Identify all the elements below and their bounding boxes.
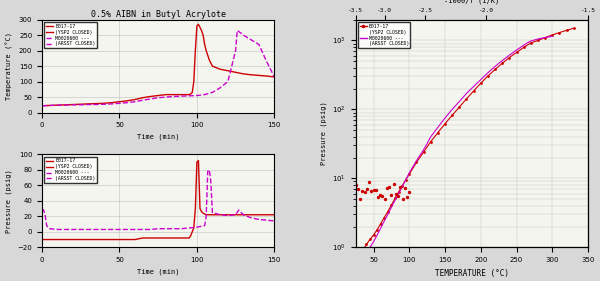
Point <box>391 186 401 191</box>
Point <box>369 180 379 185</box>
Point <box>351 184 361 188</box>
Point <box>376 190 385 194</box>
Point <box>371 192 380 196</box>
Point <box>386 181 396 186</box>
Point <box>358 183 367 188</box>
Point <box>389 186 398 191</box>
Legend: B017-17, (YSP2 CLOSED), M0020600 ---, (ARSST CLOSED): B017-17, (YSP2 CLOSED), M0020600 ---, (A… <box>44 22 97 48</box>
Point <box>395 189 405 194</box>
X-axis label: Time (min): Time (min) <box>137 269 179 275</box>
Point <box>360 182 370 187</box>
Point <box>362 187 371 192</box>
Point <box>364 197 374 201</box>
Point <box>355 179 365 184</box>
Point <box>380 187 389 191</box>
X-axis label: Time (min): Time (min) <box>137 134 179 140</box>
Legend: B017-17, (YSP2 CLOSED), M0020600 ---, (ARSST CLOSED): B017-17, (YSP2 CLOSED), M0020600 ---, (A… <box>358 22 410 48</box>
Point <box>398 185 407 189</box>
Point <box>353 182 362 187</box>
Point <box>385 181 394 186</box>
Y-axis label: Temperature (°C): Temperature (°C) <box>6 32 13 100</box>
Y-axis label: Pressure (psig): Pressure (psig) <box>320 102 326 165</box>
X-axis label: TEMPERATURE (°C): TEMPERATURE (°C) <box>435 269 509 278</box>
Point <box>404 182 414 186</box>
Point <box>367 184 376 189</box>
X-axis label: -1000/T (1/K): -1000/T (1/K) <box>444 0 499 4</box>
Point <box>382 184 392 189</box>
Legend: B017-17, (YSP2 CLOSED), M0020600 ---, (ARSST CLOSED): B017-17, (YSP2 CLOSED), M0020600 ---, (A… <box>44 157 97 183</box>
Point <box>400 192 410 196</box>
Point <box>373 194 383 199</box>
Y-axis label: Pressure (psig): Pressure (psig) <box>5 169 12 233</box>
Point <box>402 192 412 196</box>
Title: 0.5% AIBN in Butyl Acrylote: 0.5% AIBN in Butyl Acrylote <box>91 10 226 19</box>
Point <box>377 189 387 193</box>
Point <box>394 191 403 196</box>
